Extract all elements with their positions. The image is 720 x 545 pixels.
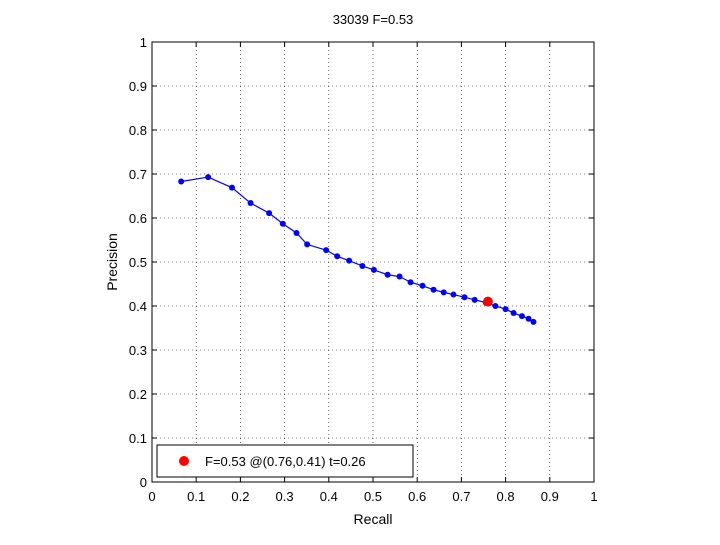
pr-data-point <box>384 271 391 278</box>
x-tick-label: 0.7 <box>452 489 470 504</box>
pr-data-point <box>293 229 300 236</box>
pr-data-point <box>229 184 236 191</box>
y-tick-label: 0 <box>140 475 147 490</box>
y-tick-label: 0.5 <box>129 255 147 270</box>
x-tick-label: 0.3 <box>276 489 294 504</box>
pr-data-point <box>407 279 414 286</box>
legend-marker <box>179 456 189 466</box>
plot-frame <box>151 41 595 483</box>
pr-data-point <box>450 291 457 298</box>
y-tick-label: 0.6 <box>129 211 147 226</box>
pr-data-point <box>178 178 185 185</box>
x-tick-label: 0.6 <box>408 489 426 504</box>
pr-data-point <box>205 174 212 181</box>
pr-data-point <box>492 303 499 309</box>
pr-data-point <box>334 253 341 260</box>
pr-data-point <box>461 294 468 301</box>
pr-data-point <box>266 210 273 217</box>
x-tick-label: 0.1 <box>187 489 205 504</box>
pr-data-point <box>359 262 366 269</box>
grid-lines <box>152 42 594 482</box>
legend-box <box>156 444 414 478</box>
y-tick-label: 1 <box>140 35 147 50</box>
x-tick-label: 0.2 <box>231 489 249 504</box>
y-tick-label: 0.9 <box>129 79 147 94</box>
x-tick-label: 0.4 <box>320 489 338 504</box>
pr-curve <box>178 174 537 325</box>
pr-data-point <box>396 273 403 280</box>
legend-label: F=0.53 @(0.76,0.41) t=0.26 <box>205 454 366 469</box>
pr-data-point <box>323 247 330 254</box>
pr-data-point <box>346 257 353 264</box>
y-tick-label: 0.8 <box>129 123 147 138</box>
pr-data-point <box>525 315 532 322</box>
pr-data-point <box>304 241 311 248</box>
x-tick-label: 0.5 <box>364 489 382 504</box>
x-tick-label: 0.9 <box>541 489 559 504</box>
pr-data-point <box>440 289 447 296</box>
x-tick-label: 0 <box>148 489 155 504</box>
x-tick-label: 1 <box>590 489 597 504</box>
pr-data-point <box>502 306 509 313</box>
pr-data-point <box>279 220 286 227</box>
y-tick-label: 0.1 <box>129 431 147 446</box>
pr-data-point <box>530 318 537 325</box>
best-f-point <box>482 296 493 307</box>
y-tick-label: 0.3 <box>129 343 147 358</box>
x-tick-label: 0.8 <box>497 489 515 504</box>
pr-data-point <box>430 286 437 293</box>
legend: F=0.53 @(0.76,0.41) t=0.26 <box>156 444 414 478</box>
y-tick-label: 0.2 <box>129 387 147 402</box>
pr-data-point <box>518 313 525 320</box>
pr-data-point <box>370 266 377 273</box>
y-tick-label: 0.7 <box>129 167 147 182</box>
pr-data-point <box>247 200 254 207</box>
y-axis-label: Precision <box>104 233 120 291</box>
x-tick-labels: 0 0.1 0.2 0.3 0.4 0.5 0.6 0.7 0.8 0.9 1 <box>148 489 597 504</box>
chart-title: 33039 F=0.53 <box>333 12 414 27</box>
pr-data-point <box>471 296 478 303</box>
pr-data-point <box>510 310 517 317</box>
x-axis-label: Recall <box>354 511 393 527</box>
y-tick-labels: 0 0.1 0.2 0.3 0.4 0.5 0.6 0.7 0.8 0.9 1 <box>129 35 147 490</box>
y-tick-label: 0.4 <box>129 299 147 314</box>
pr-data-point <box>419 282 426 289</box>
